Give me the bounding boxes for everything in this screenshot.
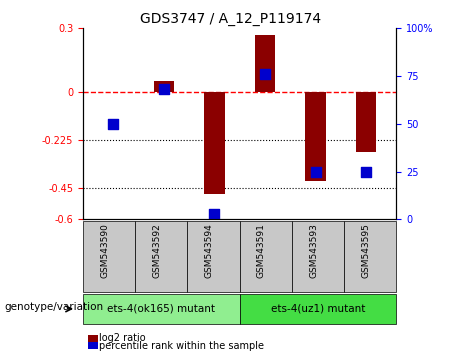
Bar (88, 342, 98, 349)
Bar (255, 35, 275, 92)
Text: GSM543595: GSM543595 (361, 223, 370, 278)
Point (160, 87, 167, 92)
Bar (306, 92, 325, 181)
Text: GSM543592: GSM543592 (152, 223, 161, 278)
Text: GSM543591: GSM543591 (257, 223, 266, 278)
Bar (240, 294, 396, 324)
Bar (204, 92, 225, 194)
Bar (292, 221, 344, 292)
Point (211, 211, 218, 217)
Text: GSM543593: GSM543593 (309, 223, 318, 278)
Bar (83, 294, 240, 324)
Bar (356, 92, 376, 152)
Bar (154, 81, 174, 92)
Bar (188, 221, 240, 292)
Bar (344, 221, 396, 292)
Bar (88, 335, 98, 342)
Text: GSM543590: GSM543590 (100, 223, 109, 278)
Point (261, 72, 269, 77)
Text: log2 ratio: log2 ratio (99, 333, 146, 343)
Text: GSM543594: GSM543594 (205, 223, 213, 278)
Point (362, 169, 370, 175)
Text: ets-4(ok165) mutant: ets-4(ok165) mutant (107, 304, 215, 314)
Text: genotype/variation: genotype/variation (5, 302, 104, 312)
Bar (240, 221, 292, 292)
Text: ets-4(uz1) mutant: ets-4(uz1) mutant (271, 304, 365, 314)
Text: percentile rank within the sample: percentile rank within the sample (99, 341, 264, 350)
Text: GDS3747 / A_12_P119174: GDS3747 / A_12_P119174 (140, 12, 321, 27)
Point (312, 169, 319, 175)
Bar (83, 221, 135, 292)
Point (110, 121, 117, 127)
Bar (135, 221, 188, 292)
